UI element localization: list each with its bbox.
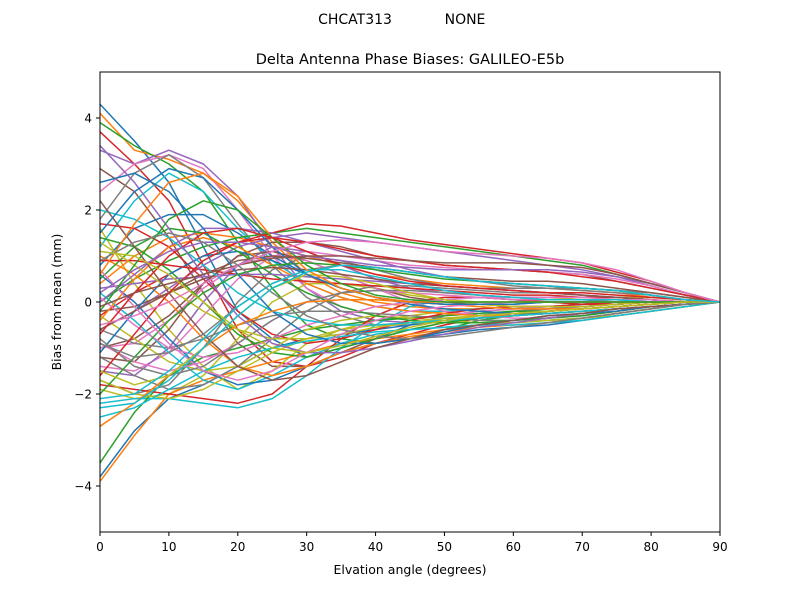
- series-line-69: [100, 250, 720, 354]
- series-line-67: [100, 239, 720, 326]
- x-tick-label: 20: [230, 540, 245, 554]
- x-tick-label: 60: [506, 540, 521, 554]
- y-tick-label: 2: [84, 204, 92, 218]
- x-axis: 0 10 20 30 40 50 60 70 80 90: [96, 532, 728, 554]
- chart-title: Delta Antenna Phase Biases: GALILEO-E5b: [256, 52, 565, 68]
- x-tick-label: 0: [96, 540, 104, 554]
- x-tick-label: 30: [299, 540, 314, 554]
- series-line-17: [100, 250, 720, 372]
- series-line-68: [100, 232, 720, 340]
- y-tick-label: −2: [74, 388, 92, 402]
- y-tick-label: 0: [84, 296, 92, 310]
- series-group: [100, 103, 720, 482]
- series-line-66: [100, 255, 720, 308]
- station-title: CHCAT313: [318, 12, 392, 28]
- series-line-1: [100, 103, 720, 358]
- series-line-24: [100, 296, 720, 404]
- x-tick-label: 50: [437, 540, 452, 554]
- y-axis-label: Bias from mean (mm): [49, 234, 64, 371]
- radome-title: NONE: [445, 12, 486, 28]
- x-tick-label: 70: [575, 540, 590, 554]
- series-line-70: [100, 264, 720, 409]
- series-line-4: [100, 131, 720, 368]
- y-tick-label: 4: [84, 112, 92, 126]
- series-line-64: [100, 227, 720, 335]
- series-line-63: [100, 200, 720, 312]
- x-tick-label: 90: [712, 540, 727, 554]
- series-line-60: [100, 269, 720, 400]
- x-tick-label: 10: [161, 540, 176, 554]
- x-tick-label: 80: [643, 540, 658, 554]
- x-axis-label: Elvation angle (degrees): [333, 562, 486, 577]
- y-axis: −4 −2 0 2 4: [74, 112, 100, 494]
- y-tick-label: −4: [74, 480, 92, 494]
- x-tick-label: 40: [368, 540, 383, 554]
